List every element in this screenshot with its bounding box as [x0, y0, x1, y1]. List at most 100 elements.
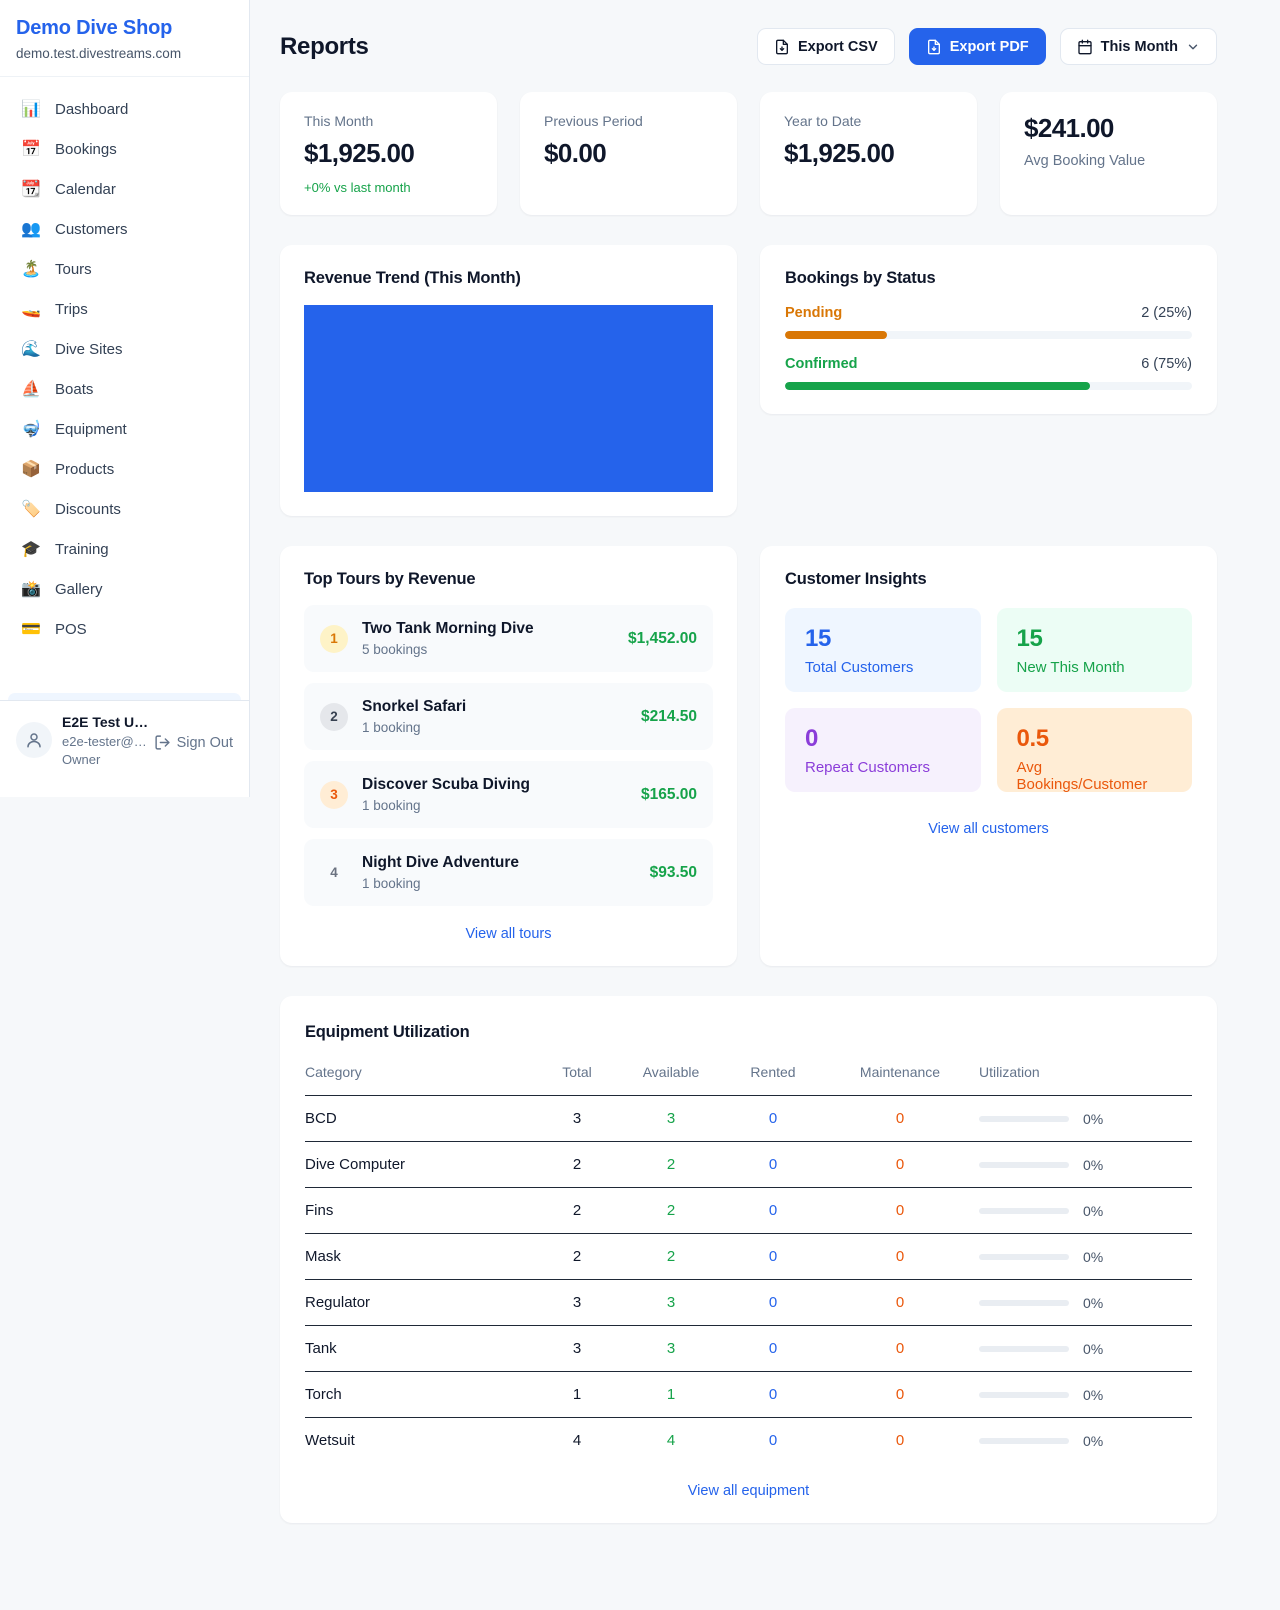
status-label: Confirmed [785, 356, 858, 372]
cell-maintenance: 0 [821, 1371, 979, 1418]
cell-category: Tank [305, 1325, 537, 1372]
cell-total: 3 [537, 1279, 617, 1326]
charts-row: Revenue Trend (This Month) Bookings by S… [280, 245, 1217, 516]
cell-category: Regulator [305, 1279, 537, 1326]
tour-revenue: $165.00 [640, 785, 697, 803]
cell-available: 3 [617, 1095, 725, 1142]
view-all-equipment-link[interactable]: View all equipment [687, 1483, 810, 1499]
island-icon: 🏝️ [21, 261, 41, 278]
cell-maintenance: 0 [821, 1095, 979, 1142]
progress-fill [785, 382, 1091, 390]
cell-rented: 0 [725, 1095, 821, 1142]
insights-row: Top Tours by Revenue 1 Two Tank Morning … [280, 546, 1217, 966]
stat-value: $1,925.00 [784, 138, 895, 168]
export-pdf-button[interactable]: Export PDF [908, 28, 1046, 65]
sidebar-item-customers[interactable]: 👥 Customers [8, 209, 241, 249]
sidebar-item-trips[interactable]: 🚤 Trips [8, 289, 241, 329]
sign-out-button[interactable]: Sign Out [154, 734, 233, 751]
table-row: Tank 3 3 0 0 0% [305, 1325, 1192, 1372]
card-title: Equipment Utilization [305, 1023, 470, 1041]
tour-bookings: 5 bookings [362, 642, 428, 657]
cell-category: Dive Computer [305, 1141, 537, 1188]
sidebar-item-discounts[interactable]: 🏷️ Discounts [8, 489, 241, 529]
sidebar-item-boats[interactable]: ⛵ Boats [8, 369, 241, 409]
tour-name: Snorkel Safari [362, 698, 467, 715]
view-all-tours-link[interactable]: View all tours [465, 926, 552, 942]
cell-rented: 0 [725, 1141, 821, 1188]
sidebar-item-pos[interactable]: 💳 POS [8, 609, 241, 649]
column-header-available: Available [617, 1054, 725, 1096]
export-csv-button[interactable]: Export CSV [756, 28, 895, 65]
header-actions: Export CSV Export PDF This Month [756, 28, 1217, 65]
table-row: Dive Computer 2 2 0 0 0% [305, 1141, 1192, 1188]
cell-category: Wetsuit [305, 1432, 355, 1449]
user-email: e2e-tester@… [62, 734, 147, 749]
tag-icon: 🏷️ [21, 501, 41, 518]
rank-badge: 2 [320, 702, 348, 731]
cell-available: 4 [666, 1432, 676, 1449]
avatar [16, 722, 52, 758]
equipment-utilization-card: Equipment Utilization Category Total Ava… [280, 996, 1217, 1523]
graduation-cap-icon: 🎓 [21, 541, 41, 558]
sidebar-item-reports-partial[interactable] [8, 693, 241, 700]
sidebar-item-gallery[interactable]: 📸 Gallery [8, 569, 241, 609]
people-icon: 👥 [21, 221, 41, 238]
sidebar-item-products[interactable]: 📦 Products [8, 449, 241, 489]
sidebar-user-section: E2E Test U… e2e-tester@… Owner Sign Out [0, 700, 249, 797]
sidebar-item-bookings[interactable]: 📅 Bookings [8, 129, 241, 169]
view-all-customers-link[interactable]: View all customers [928, 821, 1049, 837]
stat-card-previous-period: Previous Period $0.00 [520, 92, 737, 215]
period-dropdown[interactable]: This Month [1059, 28, 1217, 65]
column-header-utilization: Utilization [979, 1054, 1192, 1096]
user-info: E2E Test U… e2e-tester@… Owner [62, 714, 149, 767]
tour-row[interactable]: 1 Two Tank Morning Dive 5 bookings $1,45… [304, 605, 713, 672]
tile-new-this-month: 15 New This Month [996, 608, 1192, 692]
tour-name: Discover Scuba Diving [362, 776, 530, 793]
sidebar-header: Demo Dive Shop demo.test.divestreams.com [0, 0, 249, 77]
tour-name: Two Tank Morning Dive [362, 620, 534, 637]
sidebar-item-dive-sites[interactable]: 🌊 Dive Sites [8, 329, 241, 369]
tour-row[interactable]: 2 Snorkel Safari 1 booking $214.50 [304, 683, 713, 750]
sidebar-item-equipment[interactable]: 🤿 Equipment [8, 409, 241, 449]
tour-row[interactable]: 3 Discover Scuba Diving 1 booking $165.0… [304, 761, 713, 828]
tile-label: Total Customers [805, 659, 914, 676]
shop-name: Demo Dive Shop [16, 17, 173, 39]
sidebar-item-calendar[interactable]: 📆 Calendar [8, 169, 241, 209]
tour-name: Night Dive Adventure [362, 854, 520, 871]
file-download-icon [775, 39, 788, 54]
cell-rented: 0 [725, 1325, 821, 1372]
user-name: E2E Test U… [62, 714, 149, 730]
top-tours-card: Top Tours by Revenue 1 Two Tank Morning … [280, 546, 737, 966]
utilization-bar [979, 1391, 1069, 1398]
tear-off-calendar-icon: 📆 [21, 181, 41, 198]
revenue-trend-chart [304, 305, 713, 492]
tour-row[interactable]: 4 Night Dive Adventure 1 booking $93.50 [304, 839, 713, 906]
sidebar-item-dashboard[interactable]: 📊 Dashboard [8, 89, 241, 129]
sidebar-item-label: Equipment [55, 420, 127, 438]
tile-label: Avg Bookings/Customer [1016, 759, 1148, 793]
sidebar: Demo Dive Shop demo.test.divestreams.com… [0, 0, 250, 797]
sidebar-item-tours[interactable]: 🏝️ Tours [8, 249, 241, 289]
utilization-percent: 0% [1083, 1202, 1104, 1219]
column-header-total: Total [537, 1054, 617, 1096]
tile-label: Repeat Customers [805, 759, 931, 776]
cell-maintenance: 0 [895, 1432, 905, 1449]
utilization-percent: 0% [1083, 1432, 1104, 1449]
equipment-table: Category Total Available Rented Maintena… [305, 1054, 1192, 1463]
table-row: Mask 2 2 0 0 0% [305, 1233, 1192, 1280]
stats-row: This Month $1,925.00 +0% vs last month P… [280, 92, 1217, 215]
cell-total: 3 [537, 1095, 617, 1142]
status-row-confirmed: Confirmed 6 (75%) [785, 356, 1192, 390]
sidebar-item-label: Trips [55, 300, 88, 318]
cell-available: 2 [617, 1187, 725, 1234]
cell-category: BCD [305, 1095, 537, 1142]
tile-value: 0 [805, 725, 818, 752]
tile-total-customers: 15 Total Customers [785, 608, 981, 692]
sidebar-item-label: Customers [55, 220, 128, 238]
tour-revenue: $214.50 [640, 707, 697, 725]
stat-label: This Month [304, 113, 374, 129]
sidebar-item-training[interactable]: 🎓 Training [8, 529, 241, 569]
column-header-category: Category [305, 1054, 537, 1096]
cell-available: 1 [617, 1371, 725, 1418]
page-title: Reports [280, 32, 369, 60]
